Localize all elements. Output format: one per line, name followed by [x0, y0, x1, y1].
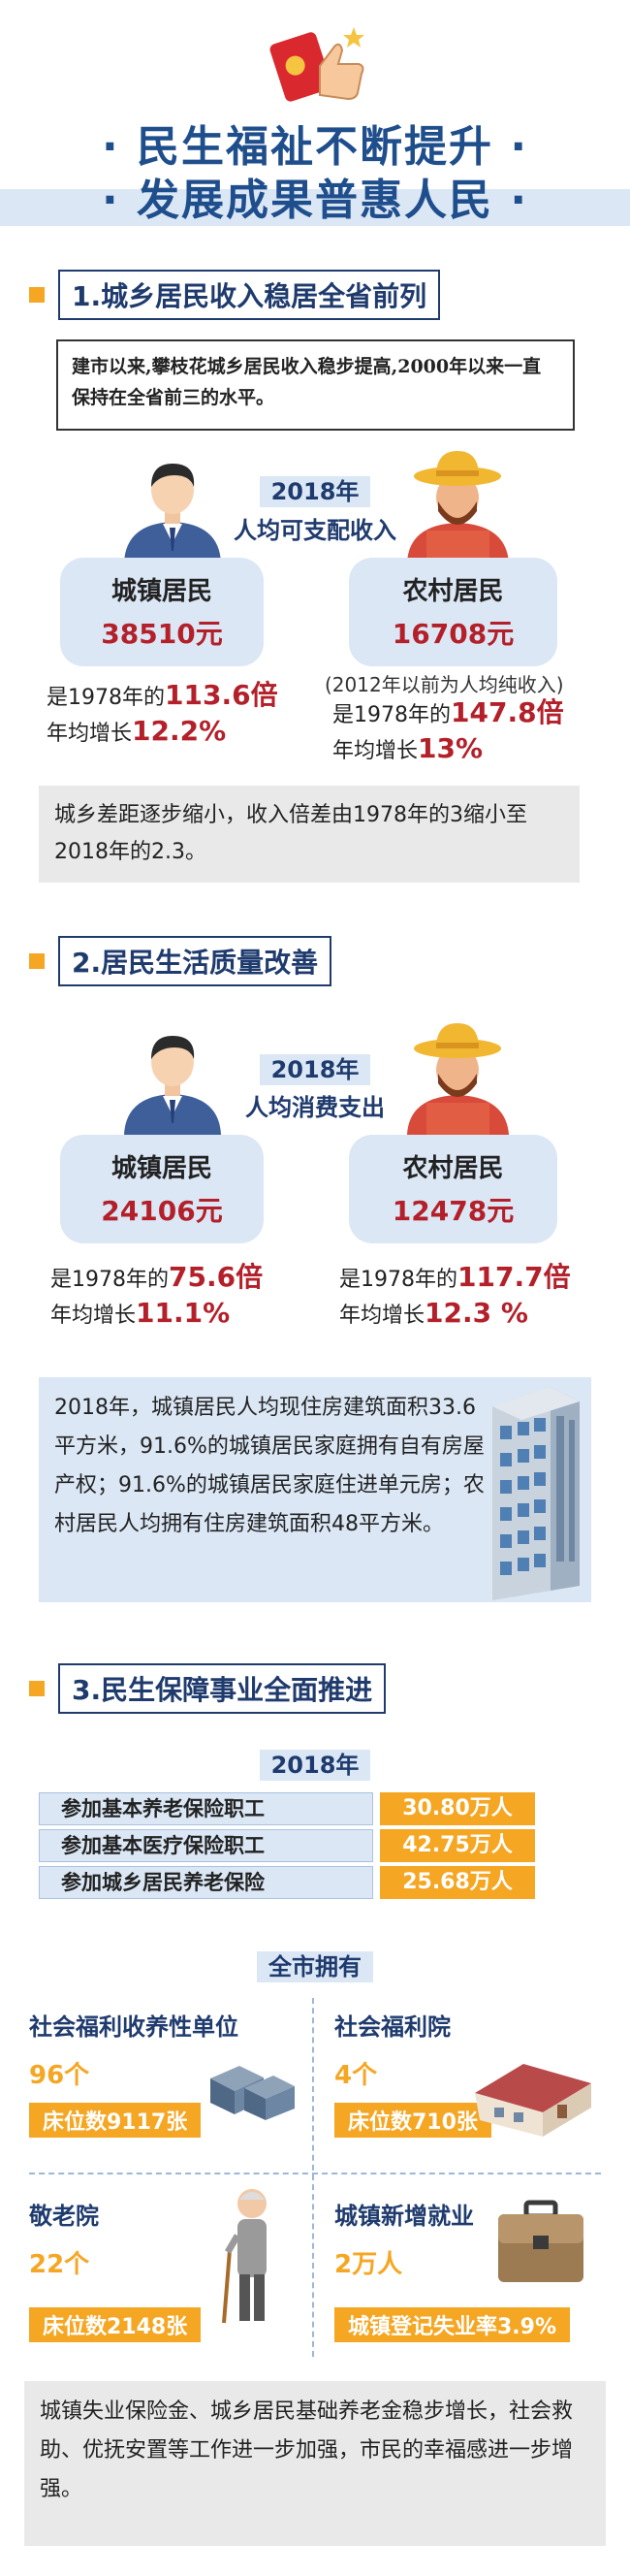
insurance-row: 参加基本养老保险职工 30.80万人	[39, 1792, 591, 1827]
city-heading: 全市拥有	[228, 1948, 402, 1982]
rural-income-growth: 13%	[418, 732, 484, 764]
rural-spending-multiple: 117.7倍	[457, 1261, 571, 1293]
insurance-label: 参加城乡居民养老保险	[39, 1866, 373, 1899]
rural-income-multiple: 147.8倍	[451, 696, 564, 728]
rural-income-value: 16708元	[392, 618, 515, 650]
rural-spending-card: 农村居民 12478元	[349, 1135, 557, 1243]
header-title-line2: · 发展成果普惠人民 ·	[101, 176, 529, 225]
building-icon	[473, 1377, 589, 1600]
facility-title: 敬老院	[29, 2203, 99, 2230]
rural-resident-icon	[397, 1014, 519, 1135]
insurance-value: 42.75万人	[380, 1829, 535, 1862]
facility-title: 城镇新增就业	[334, 2203, 474, 2230]
rural-spending-label: 农村居民	[402, 1154, 504, 1183]
section-marker	[29, 953, 45, 969]
rural-spending-value: 12478元	[392, 1195, 515, 1227]
rural-income-label: 农村居民	[402, 577, 504, 606]
facility-welfare-homes: 社会福利院 4个 床位数710张	[334, 2008, 606, 2163]
facility-bar: 床位数710张	[334, 2103, 491, 2138]
facility-bar: 床位数2148张	[29, 2307, 202, 2342]
header-band	[0, 189, 630, 226]
rural-resident-icon	[397, 441, 519, 563]
urban-spending-label: 城镇居民	[110, 1154, 212, 1183]
section-marker	[29, 287, 45, 303]
rural-income-card: 农村居民 16708元	[349, 558, 557, 666]
urban-spending-stats: 是1978年的75.6倍 年均增长11.1%	[50, 1261, 264, 1329]
facility-bar: 床位数9117张	[29, 2103, 202, 2138]
rural-spending-stats: 是1978年的117.7倍 年均增长12.3 %	[339, 1261, 571, 1329]
section1-heading: 1.城乡居民收入稳居全省前列	[29, 270, 441, 320]
welfare-house-icon	[456, 2054, 601, 2141]
facility-count: 4个	[334, 2061, 378, 2090]
urban-income-value: 38510元	[101, 618, 223, 650]
facility-divider-horizontal	[29, 2173, 601, 2174]
insurance-label: 参加基本医疗保险职工	[39, 1829, 373, 1862]
section2-subtitle: 人均消费支出	[245, 1094, 385, 1121]
urban-spending-growth: 11.1%	[136, 1297, 231, 1329]
section1-quote: 建市以来,攀枝花城乡居民收入稳步提高,2000年以来一直保持在全省前三的水平。	[56, 339, 575, 431]
section1-subtitle: 人均可支配收入	[234, 517, 396, 544]
housing-text: 2018年，城镇居民人均现住房建筑面积33.6平方米，91.6%的城镇居民家庭拥…	[54, 1396, 485, 1536]
insurance-value: 30.80万人	[380, 1792, 535, 1825]
urban-income-stats: 是1978年的113.6倍 年均增长12.2%	[47, 679, 278, 747]
buildings-icon	[205, 2054, 298, 2122]
header-icon	[267, 17, 373, 114]
section1-summary: 城乡差距逐步缩小，收入倍差由1978年的3缩小至2018年的2.3。	[39, 786, 580, 883]
facility-bar: 城镇登记失业率3.9%	[334, 2307, 571, 2342]
section3-heading: 3.民生保障事业全面推进	[29, 1663, 387, 1714]
rural-spending-growth: 12.3 %	[425, 1297, 528, 1329]
briefcase-icon	[492, 2197, 589, 2289]
insurance-row: 参加城乡居民养老保险 25.68万人	[39, 1866, 591, 1901]
urban-income-card: 城镇居民 38510元	[60, 558, 264, 666]
urban-resident-icon	[114, 446, 231, 563]
urban-income-growth: 12.2%	[132, 715, 227, 747]
section1-title: 1.城乡居民收入稳居全省前列	[58, 270, 441, 320]
facility-count: 96个	[29, 2061, 90, 2090]
facility-count: 2万人	[334, 2250, 403, 2279]
section3-summary: 城镇失业保险金、城乡居民基础养老金稳步增长，社会救助、优抚安置等工作进一步加强，…	[24, 2381, 606, 2546]
urban-resident-icon	[114, 1018, 231, 1135]
facility-divider-vertical	[312, 1998, 314, 2357]
urban-spending-multiple: 75.6倍	[169, 1261, 264, 1293]
facility-title: 社会福利院	[334, 2013, 451, 2041]
section2-title: 2.居民生活质量改善	[58, 936, 332, 986]
header-title-line1: · 民生福祉不断提升 ·	[101, 122, 529, 172]
facility-welfare-units: 社会福利收养性单位 96个 床位数9117张	[29, 2008, 305, 2163]
insurance-value: 25.68万人	[380, 1866, 535, 1899]
urban-spending-card: 城镇居民 24106元	[60, 1135, 264, 1243]
section-marker	[29, 1681, 45, 1696]
section3-year: 2018年	[237, 1746, 393, 1781]
urban-spending-value: 24106元	[101, 1195, 223, 1227]
section2-year: 2018年	[237, 1050, 393, 1085]
rural-income-note: (2012年以前为人均纯收入)	[325, 673, 564, 696]
elderly-person-icon	[208, 2182, 286, 2328]
facility-nursing-homes: 敬老院 22个 床位数2148张	[29, 2197, 305, 2352]
section1-year: 2018年	[237, 472, 393, 507]
facility-employment: 城镇新增就业 2万人 城镇登记失业率3.9%	[334, 2197, 606, 2352]
facility-title: 社会福利收养性单位	[29, 2013, 238, 2041]
section3-title: 3.民生保障事业全面推进	[58, 1663, 387, 1714]
urban-income-label: 城镇居民	[110, 577, 212, 606]
section2-heading: 2.居民生活质量改善	[29, 936, 332, 986]
urban-income-multiple: 113.6倍	[165, 679, 278, 711]
facility-count: 22个	[29, 2250, 90, 2279]
insurance-row: 参加基本医疗保险职工 42.75万人	[39, 1829, 591, 1864]
red-envelope-thumbs-up-icon	[269, 27, 364, 102]
rural-income-stats: 是1978年的147.8倍 年均增长13%	[332, 696, 564, 764]
insurance-label: 参加基本养老保险职工	[39, 1792, 373, 1825]
